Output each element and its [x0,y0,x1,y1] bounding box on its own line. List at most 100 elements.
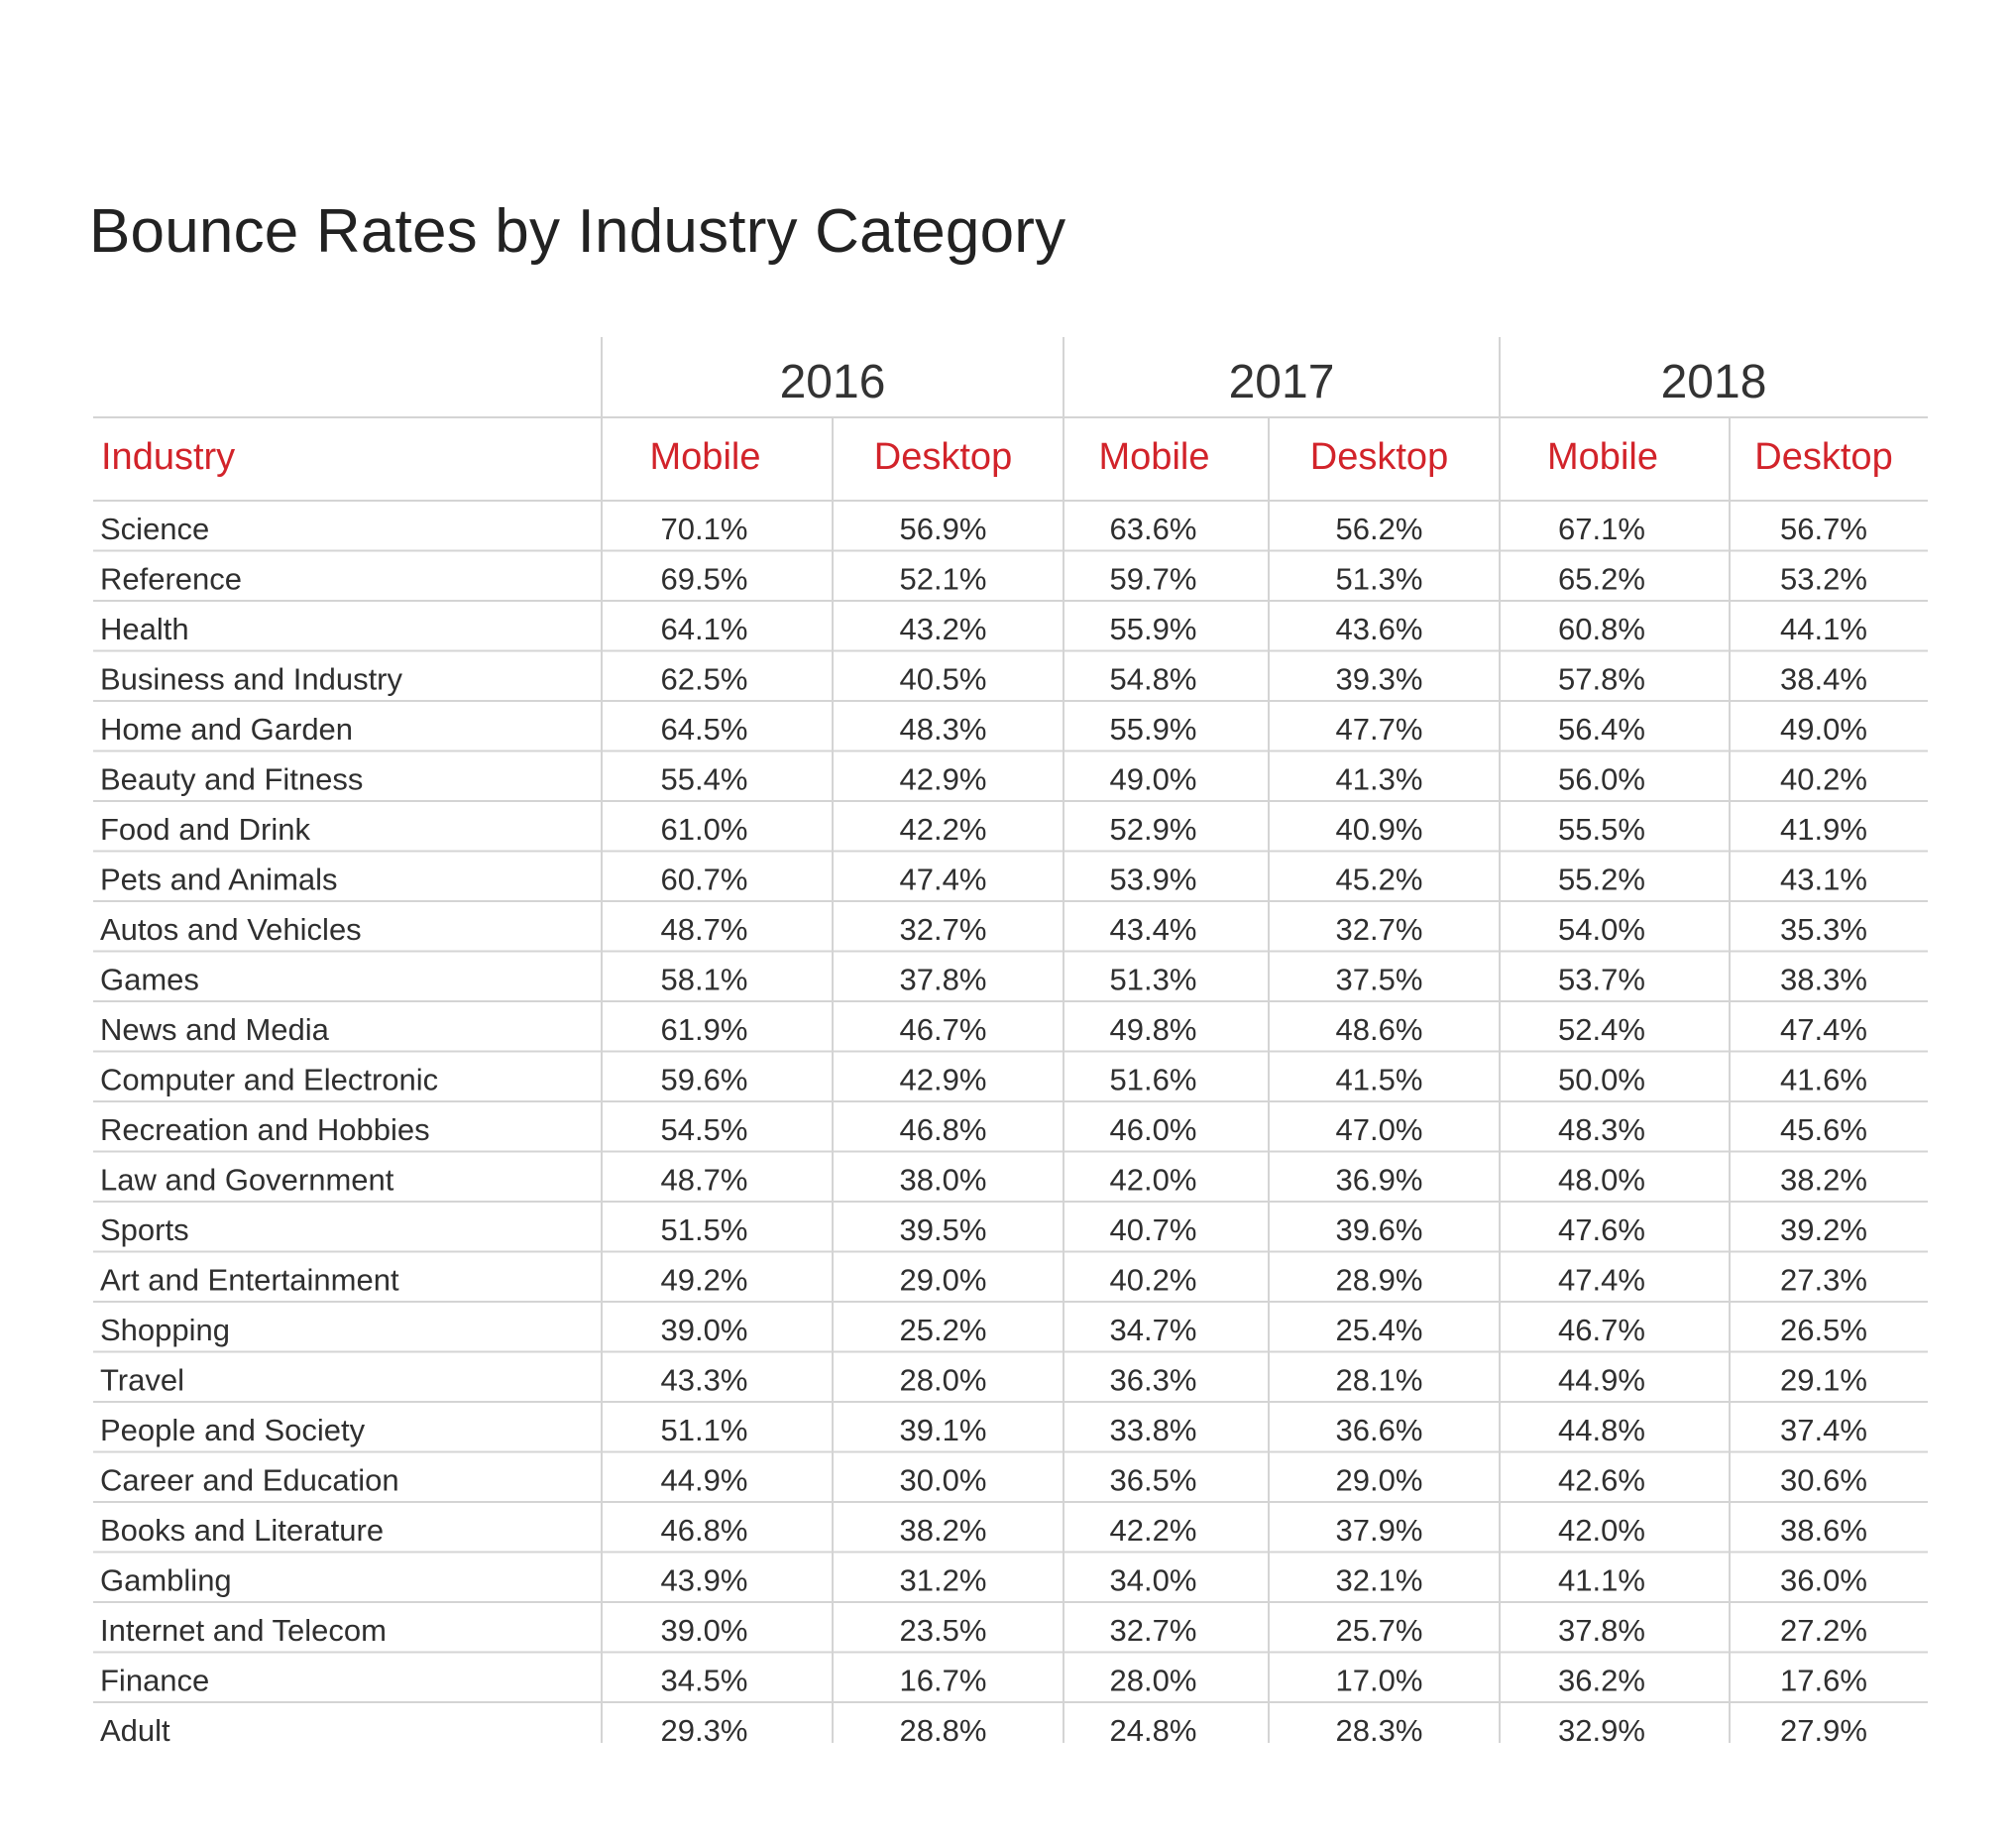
industry-label: News and Media [100,1012,330,1047]
desktop-value-cell: 27.2% [1780,1613,1867,1648]
table-row: Autos and Vehicles 48.7% 32.7% 43.4% 32.7% 54… [93,912,1928,953]
desktop-value-cell: 53.2% [1780,562,1867,597]
desktop-value-cell: 46.8% [900,1112,987,1147]
mobile-value-cell: 44.9% [661,1463,748,1498]
industry-label: Internet and Telecom [100,1613,387,1648]
desktop-value-cell: 38.2% [1780,1163,1867,1198]
mobile-value-cell: 51.6% [1110,1063,1197,1097]
mobile-value-cell: 49.8% [1110,1012,1197,1047]
desktop-value-cell: 32.7% [1336,912,1423,947]
desktop-value-cell: 42.9% [900,1063,987,1097]
mobile-value-cell: 36.2% [1558,1664,1645,1698]
mobile-value-cell: 70.1% [661,512,748,546]
mobile-value-cell: 33.8% [1110,1413,1197,1447]
table-row: News and Media 61.9% 46.7% 49.8% 48.6% 52.4% 4… [93,1012,1928,1053]
desktop-value-cell: 39.2% [1780,1212,1867,1247]
mobile-value-cell: 42.2% [1110,1513,1197,1548]
year-header: 2018 [1661,356,1767,408]
mobile-value-cell: 39.0% [661,1313,748,1347]
mobile-value-cell: 40.2% [1110,1263,1197,1298]
mobile-value-cell: 48.7% [661,1163,748,1198]
mobile-value-cell: 41.1% [1558,1563,1645,1598]
industry-label: Home and Garden [100,712,353,747]
mobile-value-cell: 59.6% [661,1063,748,1097]
mobile-column-header: Mobile [1099,436,1210,478]
desktop-value-cell: 17.6% [1780,1664,1867,1698]
mobile-value-cell: 49.0% [1110,762,1197,797]
mobile-value-cell: 54.5% [661,1112,748,1147]
table-row: Science 70.1% 56.9% 63.6% 56.2% 67.1% 56.7% [93,512,1928,552]
desktop-value-cell: 36.9% [1336,1163,1423,1198]
desktop-value-cell: 48.3% [900,712,987,747]
desktop-value-cell: 30.6% [1780,1463,1867,1498]
desktop-value-cell: 37.5% [1336,963,1423,997]
mobile-value-cell: 61.9% [661,1012,748,1047]
desktop-value-cell: 28.1% [1336,1363,1423,1398]
industry-label: Pets and Animals [100,863,338,897]
mobile-value-cell: 54.8% [1110,662,1197,697]
table-row: Recreation and Hobbies 54.5% 46.8% 46.0% 47.… [93,1112,1928,1153]
industry-label: Gambling [100,1563,232,1598]
mobile-value-cell: 42.0% [1558,1513,1645,1548]
desktop-value-cell: 48.6% [1336,1012,1423,1047]
mobile-value-cell: 28.0% [1110,1664,1197,1698]
mobile-value-cell: 42.6% [1558,1463,1645,1498]
desktop-value-cell: 37.8% [900,963,987,997]
table-row: Finance 34.5% 16.7% 28.0% 17.0% 36.2% 17.6% [93,1664,1928,1703]
desktop-value-cell: 40.2% [1780,762,1867,797]
mobile-value-cell: 36.3% [1110,1363,1197,1398]
desktop-value-cell: 39.6% [1336,1212,1423,1247]
table-row: Adult 29.3% 28.8% 24.8% 28.3% 32.9% 27.9% [100,1713,1867,1748]
desktop-column-header: Desktop [874,436,1012,478]
mobile-value-cell: 43.3% [661,1363,748,1398]
mobile-value-cell: 56.4% [1558,712,1645,747]
table-row: Art and Entertainment 49.2% 29.0% 40.2% 28.9… [93,1263,1928,1303]
desktop-value-cell: 37.4% [1780,1413,1867,1447]
desktop-value-cell: 29.0% [900,1263,987,1298]
industry-label: Adult [100,1713,170,1748]
mobile-value-cell: 48.0% [1558,1163,1645,1198]
table-row: Travel 43.3% 28.0% 36.3% 28.1% 44.9% 29.1% [93,1363,1928,1403]
mobile-value-cell: 29.3% [661,1713,748,1748]
desktop-value-cell: 41.6% [1780,1063,1867,1097]
industry-label: Law and Government [100,1163,394,1198]
desktop-value-cell: 47.4% [1780,1012,1867,1047]
table-grid [93,337,1928,1743]
industry-label: Health [100,612,189,646]
industry-label: Books and Literature [100,1513,384,1548]
desktop-value-cell: 47.4% [900,863,987,897]
desktop-value-cell: 40.5% [900,662,987,697]
table-body: Science 70.1% 56.9% 63.6% 56.2% 67.1% 56.7% Ref… [93,512,1928,1748]
mobile-value-cell: 43.4% [1110,912,1197,947]
table-row: Shopping 39.0% 25.2% 34.7% 25.4% 46.7% 26.5% [93,1313,1928,1353]
desktop-value-cell: 40.9% [1336,812,1423,847]
table-row: Games 58.1% 37.8% 51.3% 37.5% 53.7% 38.3% [93,963,1928,1002]
mobile-value-cell: 62.5% [661,662,748,697]
table-row: Internet and Telecom 39.0% 23.5% 32.7% 25.7%… [93,1613,1928,1654]
table-row: Home and Garden 64.5% 48.3% 55.9% 47.7% 56.4%… [93,712,1928,752]
mobile-value-cell: 60.8% [1558,612,1645,646]
desktop-value-cell: 41.3% [1336,762,1423,797]
table-row: Business and Industry 62.5% 40.5% 54.8% 39.3… [93,662,1928,702]
desktop-value-cell: 28.3% [1336,1713,1423,1748]
mobile-value-cell: 59.7% [1110,562,1197,597]
industry-label: Career and Education [100,1463,399,1498]
desktop-value-cell: 56.2% [1336,512,1423,546]
mobile-value-cell: 57.8% [1558,662,1645,697]
mobile-value-cell: 55.4% [661,762,748,797]
desktop-value-cell: 31.2% [900,1563,987,1598]
desktop-value-cell: 27.9% [1780,1713,1867,1748]
desktop-value-cell: 25.2% [900,1313,987,1347]
mobile-value-cell: 46.8% [661,1513,748,1548]
mobile-value-cell: 56.0% [1558,762,1645,797]
desktop-value-cell: 25.7% [1336,1613,1423,1648]
mobile-value-cell: 44.8% [1558,1413,1645,1447]
industry-label: Sports [100,1212,189,1247]
mobile-value-cell: 67.1% [1558,512,1645,546]
mobile-value-cell: 34.5% [661,1664,748,1698]
mobile-value-cell: 47.4% [1558,1263,1645,1298]
desktop-value-cell: 39.3% [1336,662,1423,697]
desktop-value-cell: 52.1% [900,562,987,597]
desktop-value-cell: 38.0% [900,1163,987,1198]
